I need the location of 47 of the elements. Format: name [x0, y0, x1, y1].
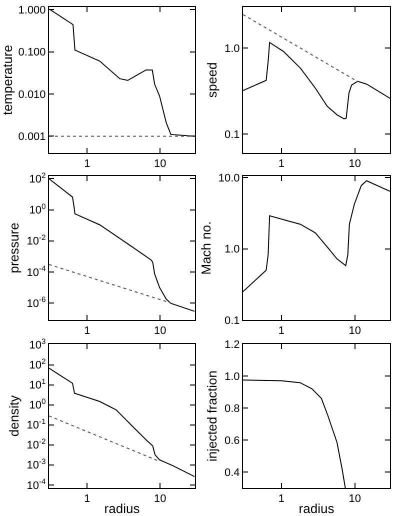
y-tick-label: 0.8: [224, 402, 240, 415]
y-tick-label: 0.010: [18, 88, 46, 101]
x-tick-label: 1: [84, 493, 90, 506]
y-tick-label: 0.1: [224, 314, 240, 327]
x-tick-label: 10: [348, 158, 362, 170]
y-tick-label: 10$^{-4}$: [26, 477, 47, 492]
x-tick-label: 10: [154, 325, 166, 338]
x-axis-title: radius: [298, 501, 335, 516]
y-tick-label: 1.0: [224, 42, 240, 55]
x-tick-label: 10: [154, 158, 166, 170]
y-tick-label: 10$^{-2}$: [26, 437, 46, 452]
y-tick-label: 10$^{-3}$: [26, 457, 46, 472]
x-tick-label: 1: [278, 493, 284, 506]
y-tick-label: 10.0: [218, 172, 240, 184]
x-tick-label: 1: [84, 325, 90, 338]
y-tick-label: 10$^{2}$: [29, 357, 46, 372]
y-axis-title: speed: [204, 62, 220, 98]
y-tick-label: 1.000: [18, 4, 46, 16]
y-tick-label: 10$^{0}$: [29, 202, 46, 217]
y-axis-title: density: [6, 394, 22, 437]
y-axis-title: Mach no.: [198, 221, 214, 275]
x-axis-title: radius: [104, 501, 140, 516]
y-tick-label: 10$^{3}$: [29, 337, 46, 352]
x-tick-label: 1: [278, 325, 284, 338]
x-tick-label: 1: [84, 158, 90, 170]
y-tick-label: 0.100: [18, 46, 46, 59]
y-tick-label: 10$^{1}$: [29, 377, 46, 392]
x-tick-label: 1: [278, 158, 284, 170]
y-tick-label: 10$^{-2}$: [26, 233, 46, 248]
y-tick-label: 10$^{-1}$: [26, 417, 46, 432]
y-tick-label: 10$^{2}$: [29, 170, 46, 186]
y-tick-label: 1.2: [224, 338, 240, 351]
y-tick-label: 1.0: [224, 370, 240, 383]
y-tick-label: 10$^{0}$: [29, 397, 46, 412]
y-tick-label: 0.1: [224, 128, 240, 141]
x-tick-label: 10: [154, 493, 166, 506]
y-tick-label: 10$^{-4}$: [26, 264, 47, 279]
y-tick-label: 10$^{-6}$: [26, 295, 46, 310]
y-axis-title: pressure: [6, 222, 22, 274]
x-tick-label: 10: [348, 325, 362, 338]
y-tick-label: 0.6: [224, 434, 240, 447]
y-axis-title: temperature: [0, 44, 15, 116]
y-axis-title: injected fraction: [204, 370, 220, 462]
x-tick-label: 10: [348, 493, 362, 506]
y-tick-label: 0.001: [18, 131, 46, 144]
y-tick-label: 0.4: [224, 466, 240, 479]
y-tick-label: 1.0: [224, 244, 240, 256]
